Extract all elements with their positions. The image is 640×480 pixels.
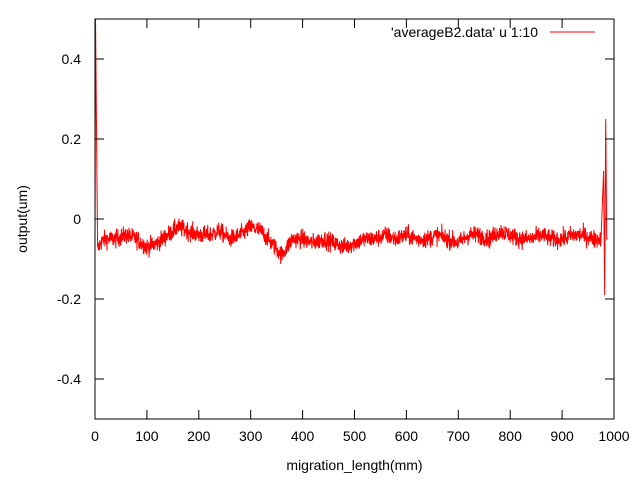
ticks-layer: 0 100 200 300 400 500 600 700 800 900 1000 -0.4 -0.2… [57,19,630,444]
x-tick-label: 300 [239,428,263,444]
y-tick-label: 0.4 [62,51,82,67]
y-tick-label: 0.2 [62,131,82,147]
x-tick-label: 500 [343,428,367,444]
x-tick-label: 100 [135,428,159,444]
x-tick-label: 800 [499,428,523,444]
series-layer [94,18,608,296]
y-tick-label: -0.4 [57,371,81,387]
legend: 'averageB2.data' u 1:10 [391,24,595,40]
x-axis-label: migration_length(mm) [286,457,422,473]
x-tick-label: 900 [550,428,574,444]
y-tick-label: -0.2 [57,291,81,307]
x-tick-label: 600 [395,428,419,444]
y-axis-label: output(um) [14,185,30,253]
x-tick-label: 1000 [598,428,629,444]
x-tick-label: 0 [91,428,99,444]
y-tick-label: 0 [73,211,81,227]
x-tick-label: 400 [291,428,315,444]
x-tick-label: 700 [447,428,471,444]
series-line [94,18,608,296]
x-tick-label: 200 [187,428,211,444]
legend-label: 'averageB2.data' u 1:10 [391,24,538,40]
